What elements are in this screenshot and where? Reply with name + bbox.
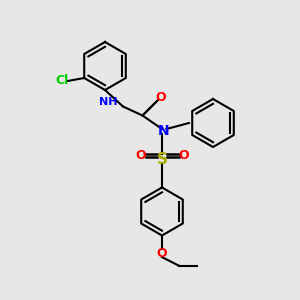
Text: O: O [155,91,166,104]
Text: S: S [157,152,167,166]
Text: NH: NH [99,97,117,107]
Text: Cl: Cl [55,74,68,88]
Text: N: N [158,124,169,138]
Text: O: O [135,148,146,162]
Text: O: O [157,247,167,260]
Text: O: O [178,148,189,162]
